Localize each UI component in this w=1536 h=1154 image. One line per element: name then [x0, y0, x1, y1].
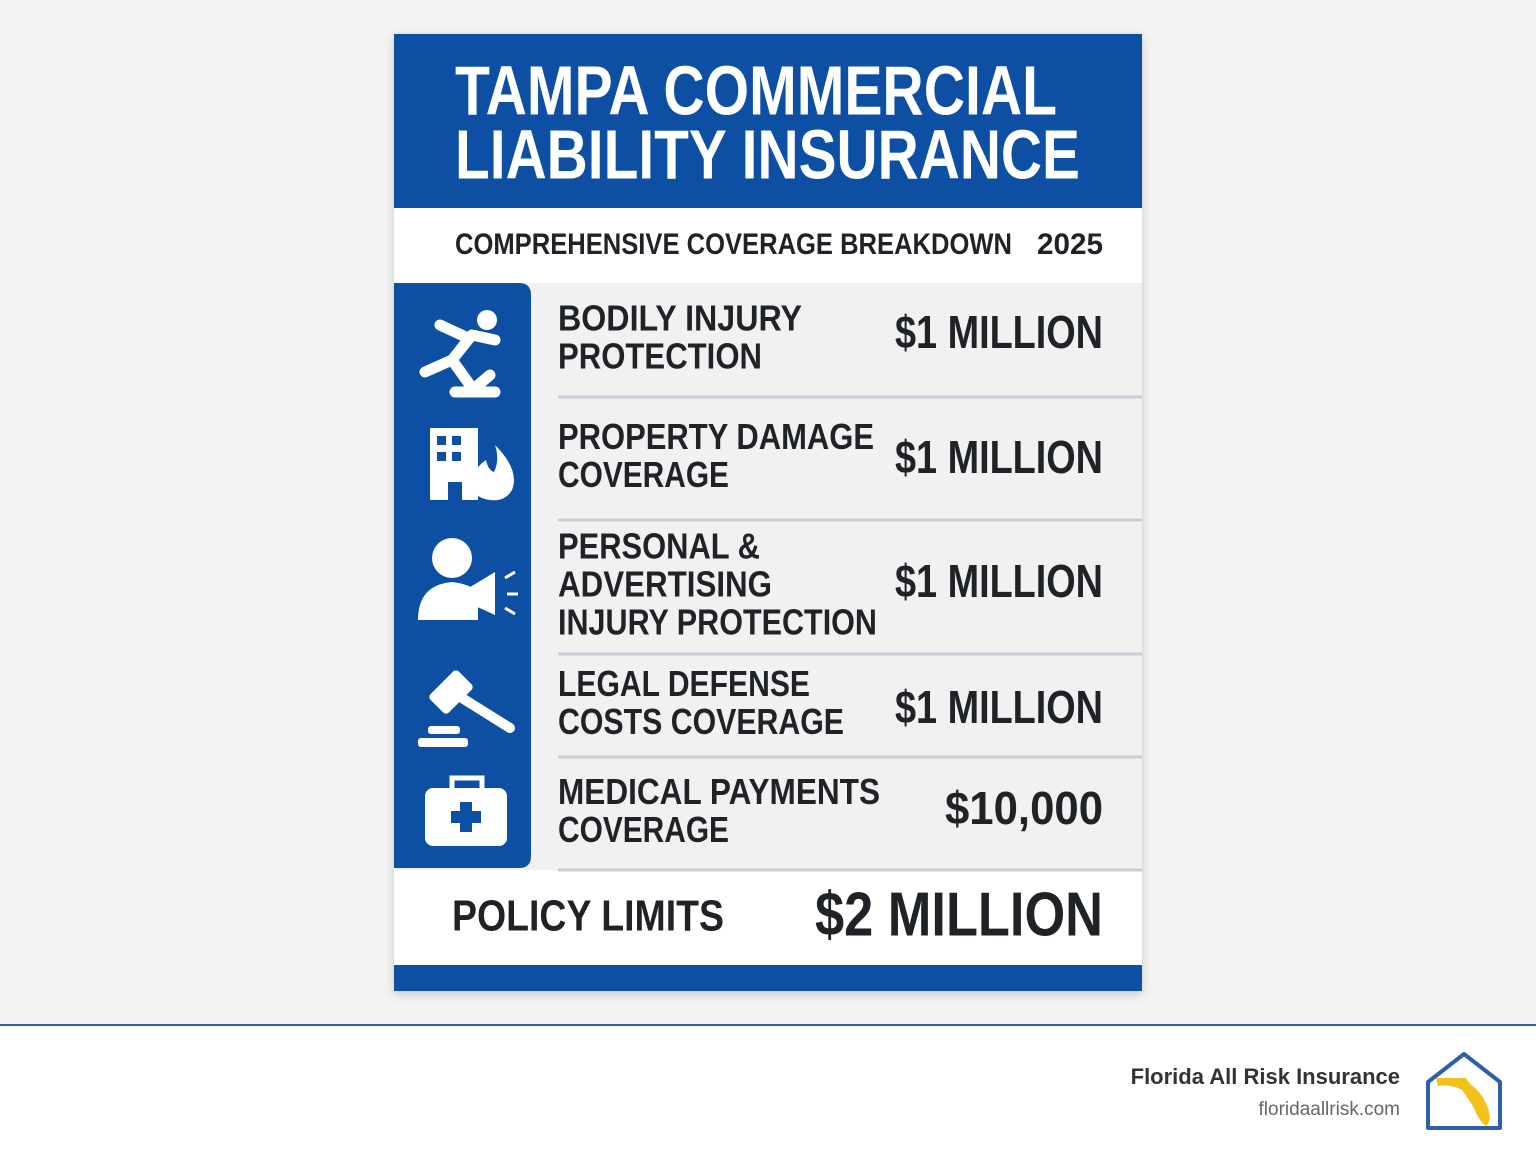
header-band: [394, 34, 1142, 208]
year: 2025: [1037, 228, 1103, 261]
row-label: PERSONAL &: [558, 526, 760, 567]
row-label: PROPERTY DAMAGE: [558, 416, 874, 457]
row-label: ADVERTISING: [558, 564, 772, 605]
icon-medkit: [425, 775, 507, 846]
row-value: $1 MILLION: [895, 431, 1103, 483]
icon-gavel: [418, 670, 515, 747]
icon-fall: [419, 310, 501, 398]
row-label: MEDICAL PAYMENTS: [558, 771, 880, 812]
row-value: $1 MILLION: [895, 555, 1103, 607]
footer: [0, 1025, 1536, 1154]
brand-name: Florida All Risk Insurance: [1131, 1064, 1400, 1089]
subtitle: COMPREHENSIVE COVERAGE BREAKDOWN: [455, 228, 1012, 261]
row-label: INJURY PROTECTION: [558, 602, 877, 643]
total-label: POLICY LIMITS: [452, 892, 724, 941]
row-value: $1 MILLION: [895, 681, 1103, 733]
row-label: PROTECTION: [558, 336, 762, 377]
row-label: COVERAGE: [558, 809, 729, 850]
bottom-band: [394, 965, 1142, 991]
brand-logo: [1426, 1052, 1502, 1130]
row-label: COSTS COVERAGE: [558, 701, 844, 742]
title-line: TAMPA COMMERCIAL: [455, 51, 1057, 129]
icon-megaphone: [418, 538, 518, 620]
brand-url: floridaallrisk.com: [1259, 1099, 1400, 1120]
row-value: $10,000: [945, 782, 1103, 834]
total-value: $2 MILLION: [815, 880, 1103, 949]
row-label: LEGAL DEFENSE: [558, 663, 810, 704]
icon-building: [430, 428, 514, 501]
row-value: $1 MILLION: [895, 306, 1103, 358]
row-label: COVERAGE: [558, 454, 729, 495]
title-line: LIABILITY INSURANCE: [455, 115, 1080, 193]
row-label: BODILY INJURY: [558, 298, 802, 339]
